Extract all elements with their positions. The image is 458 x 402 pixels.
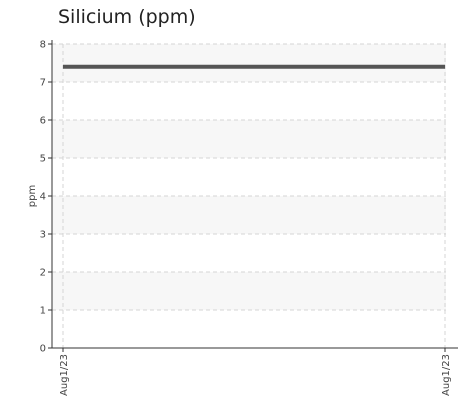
plot-band [52,44,446,82]
y-tick-label: 7 [40,78,46,89]
gridlines [52,43,446,348]
y-tick-label: 0 [40,344,46,355]
plot-bands [52,44,446,310]
plot-band [52,196,446,234]
y-tick-label: 4 [40,192,46,203]
y-tick-label: 2 [40,268,46,279]
y-tick-label: 1 [40,306,46,317]
x-tick-label: Aug1/23 [441,354,452,396]
plot-band [52,272,446,310]
y-tick-label: 6 [40,116,46,127]
y-tick-label: 5 [40,154,46,165]
x-tick-label: Aug1/23 [59,354,70,396]
y-tick-label: 8 [40,40,46,51]
x-tick-labels: Aug1/23 Aug1/23 [59,354,452,396]
axes [48,40,458,352]
y-axis-title: ppm [27,185,38,207]
y-tick-labels: 0 1 2 3 4 5 6 7 8 [40,40,46,355]
plot-band [52,120,446,158]
chart-title: Silicium (ppm) [58,6,196,28]
y-tick-label: 3 [40,230,46,241]
